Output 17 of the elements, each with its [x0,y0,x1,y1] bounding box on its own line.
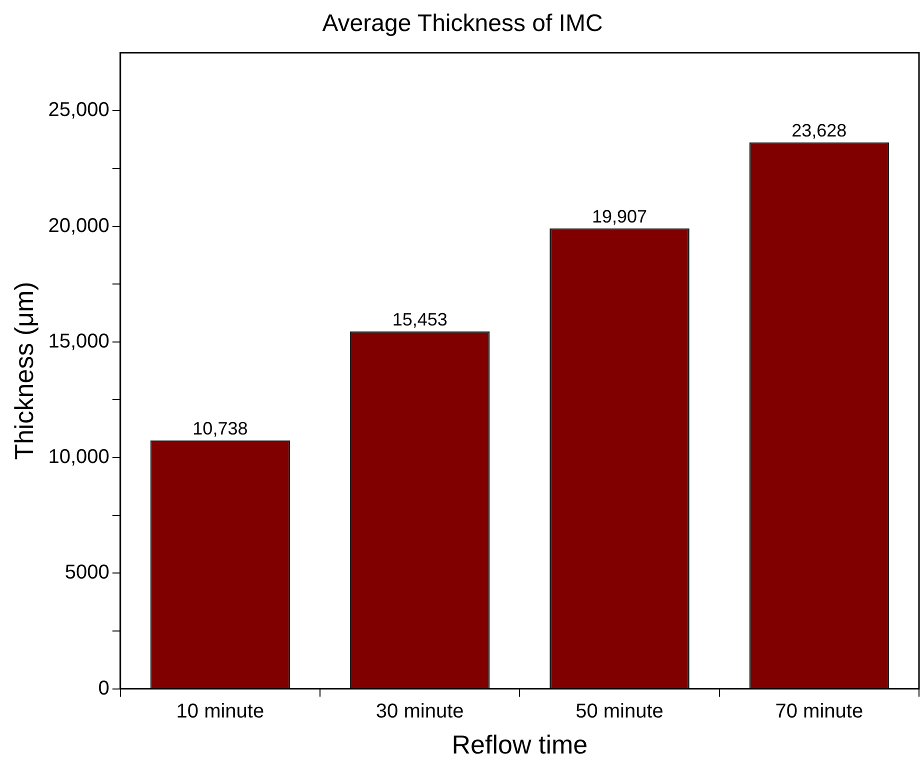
chart-title: Average Thickness of IMC [322,10,603,38]
y-tick-label: 20,000 [48,214,110,237]
data-label: 19,907 [592,206,648,226]
x-axis-title: Reflow time [452,730,588,760]
data-label: 10,738 [192,418,248,438]
y-axis-title: Thickness (μm) [8,282,39,460]
y-tick-label: 15,000 [48,330,110,352]
y-tick-label: 0 [98,677,110,700]
x-tick-label: 30 minute [376,700,464,722]
x-tick-label: 70 minute [775,700,864,722]
y-tick-label: 25,000 [48,99,110,122]
x-tick-label: 10 minute [176,700,264,722]
y-tick-label: 5000 [64,562,110,584]
y-tick-label: 10,000 [48,446,110,468]
data-label: 15,453 [392,309,448,330]
data-label: 23,628 [792,120,847,140]
x-tick-label: 50 minute [576,700,664,722]
